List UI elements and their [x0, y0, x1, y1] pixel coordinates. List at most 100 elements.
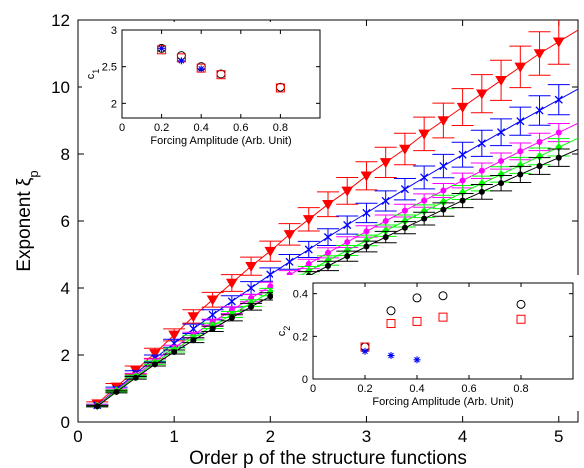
main-series-0-point: [322, 200, 334, 210]
main-series-1-point: [477, 139, 486, 148]
main-y-tick-label: 0: [61, 413, 70, 432]
main-series-1-point: [458, 150, 467, 159]
inset1-y-tick-label: 2.5: [102, 62, 117, 74]
main-series-0-point: [495, 76, 507, 87]
main-series-1-point: [189, 324, 198, 333]
inset2-series-1-point: [412, 316, 422, 326]
inset2-series-1-point: [438, 312, 448, 322]
main-series-2: [86, 122, 578, 409]
inset-c2-axis-ticks: 0 0.2 0.4 0.6 0.8 0 0.2 0.4: [293, 283, 573, 395]
main-series-1-point: [381, 196, 390, 205]
main-series-2-point: [344, 239, 351, 246]
main-x-tick-label: 1: [169, 427, 178, 446]
inset2-series-0-point: [438, 291, 448, 301]
inset1-series-2-point-ray-3: [198, 66, 205, 72]
inset1-x-tick-label: 0.6: [233, 122, 248, 134]
main-series-1-point-stroke-b: [535, 106, 544, 115]
main-series-0-point: [475, 89, 488, 100]
main-series-4-point: [459, 197, 466, 204]
inset1-series-2-point: [197, 65, 205, 73]
main-series-1-point-stroke-b: [420, 173, 429, 182]
main-series-4-point: [401, 224, 408, 231]
main-series-1-point-stroke-b: [516, 117, 525, 126]
main-series-0-point: [206, 295, 219, 306]
main-series-1-point-stroke-b: [554, 95, 563, 104]
inset2-x-tick-label: 0.2: [357, 383, 372, 395]
inset2-series-2-point: [387, 352, 395, 360]
inset2-x-tick-label: 0.4: [409, 383, 424, 395]
main-y-axis-label: Exponent ξp: [14, 170, 41, 271]
main-series-4-point: [267, 293, 274, 300]
inset-c1-background: [82, 22, 328, 150]
main-x-tick-label: 5: [554, 427, 563, 446]
main-series-0-point: [514, 62, 527, 73]
main-series-2-point: [363, 228, 370, 235]
inset2-series-1-point: [386, 319, 396, 329]
main-series-1-point: [439, 162, 448, 171]
main-series-0-point: [533, 49, 546, 60]
main-y-tick-label: 4: [61, 279, 70, 298]
main-series-1-point: [266, 270, 275, 279]
inset2-series-0-point: [386, 306, 396, 316]
main-series-4-point: [517, 171, 524, 178]
main-series-1-point-stroke-b: [477, 139, 486, 148]
main-series-1-point: [304, 245, 313, 254]
main-series-4-point: [132, 374, 139, 381]
inset2-series-2-point: [413, 356, 421, 364]
main-series-1-point-stroke-b: [343, 220, 352, 230]
main-series-1-point-stroke-b: [227, 297, 236, 306]
main-series-2-point: [382, 217, 389, 225]
inset1-x-tick-label: 0.8: [273, 122, 288, 134]
main-series-4: [86, 148, 578, 410]
main-series-4-point: [421, 215, 428, 222]
main-series-0-point: [264, 246, 277, 257]
main-series-1-point: [323, 233, 333, 242]
main-series-0-point: [149, 349, 161, 360]
main-series-1-point: [400, 185, 409, 194]
main-y-tick-label: 12: [51, 11, 70, 30]
inset-c2-background: [273, 275, 581, 411]
inset2-x-tick-label: 0.6: [461, 383, 476, 395]
main-series-1-point-stroke-b: [247, 283, 256, 293]
main-series-1-point-stroke-b: [400, 185, 409, 194]
main-series-0-point: [187, 312, 200, 323]
inset-c1-axis-ticks: 0 0.2 0.4 0.6 0.8 2 2.5 3: [102, 25, 320, 134]
inset2-series-1: [360, 312, 526, 352]
inset2-y-tick-label: 0.4: [293, 289, 308, 301]
main-series-1-point: [362, 208, 371, 218]
main-series-2-point: [421, 197, 428, 204]
inset-c2-data: [360, 291, 526, 364]
inset1-x-tick-label: 0.2: [154, 122, 169, 134]
inset-c1-y-axis-label: c1: [85, 69, 101, 80]
main-series-4-point: [498, 180, 505, 187]
inset-c2-y-axis-label: c2: [276, 326, 292, 337]
main-series-1-point-stroke-b: [439, 162, 448, 171]
main-series-4-point: [536, 163, 543, 170]
main-series-1-point-stroke-b: [458, 150, 467, 159]
main-series-1-point-stroke-b: [381, 196, 390, 205]
main-series-0-point: [437, 116, 450, 127]
main-series-4-point: [228, 314, 235, 321]
main-series-1-point-stroke-b: [208, 310, 217, 319]
main-series-0-point: [225, 278, 238, 289]
main-series-0-point: [399, 144, 411, 155]
inset1-y-tick-label: 2: [111, 98, 117, 110]
inset-c1-plot: 0 0.2 0.4 0.6 0.8 2 2.5 3 Forcing Amplitude (Ar…: [82, 22, 328, 150]
main-series-2-point: [555, 129, 562, 136]
inset2-y-tick-label: 0.2: [293, 331, 308, 343]
inset-c2-plot: 0 0.2 0.4 0.6 0.8 0 0.2 0.4 Forcing Amplitude (…: [273, 275, 581, 411]
main-series-4-point: [344, 253, 351, 260]
inset-c1-data: [157, 43, 285, 93]
inset-c2-x-axis-label: Forcing Amplitude (Arb. Unit): [372, 396, 513, 408]
main-y-tick-label: 8: [61, 145, 70, 164]
inset-c2-y-axis-label-text: c: [276, 330, 288, 336]
inset1-y-tick-label: 3: [111, 25, 117, 37]
main-series-1-point: [516, 117, 525, 126]
inset1-series-2: [158, 44, 205, 73]
main-series-4-point: [151, 361, 158, 368]
main-series-1-point-stroke-b: [266, 270, 275, 279]
main-series-4-point: [209, 325, 216, 332]
inset2-series-2-point-ray-3: [388, 352, 394, 359]
inset2-x-tick-label: 0: [310, 383, 316, 395]
